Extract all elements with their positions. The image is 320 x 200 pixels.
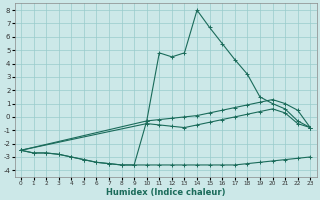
X-axis label: Humidex (Indice chaleur): Humidex (Indice chaleur): [106, 188, 225, 197]
